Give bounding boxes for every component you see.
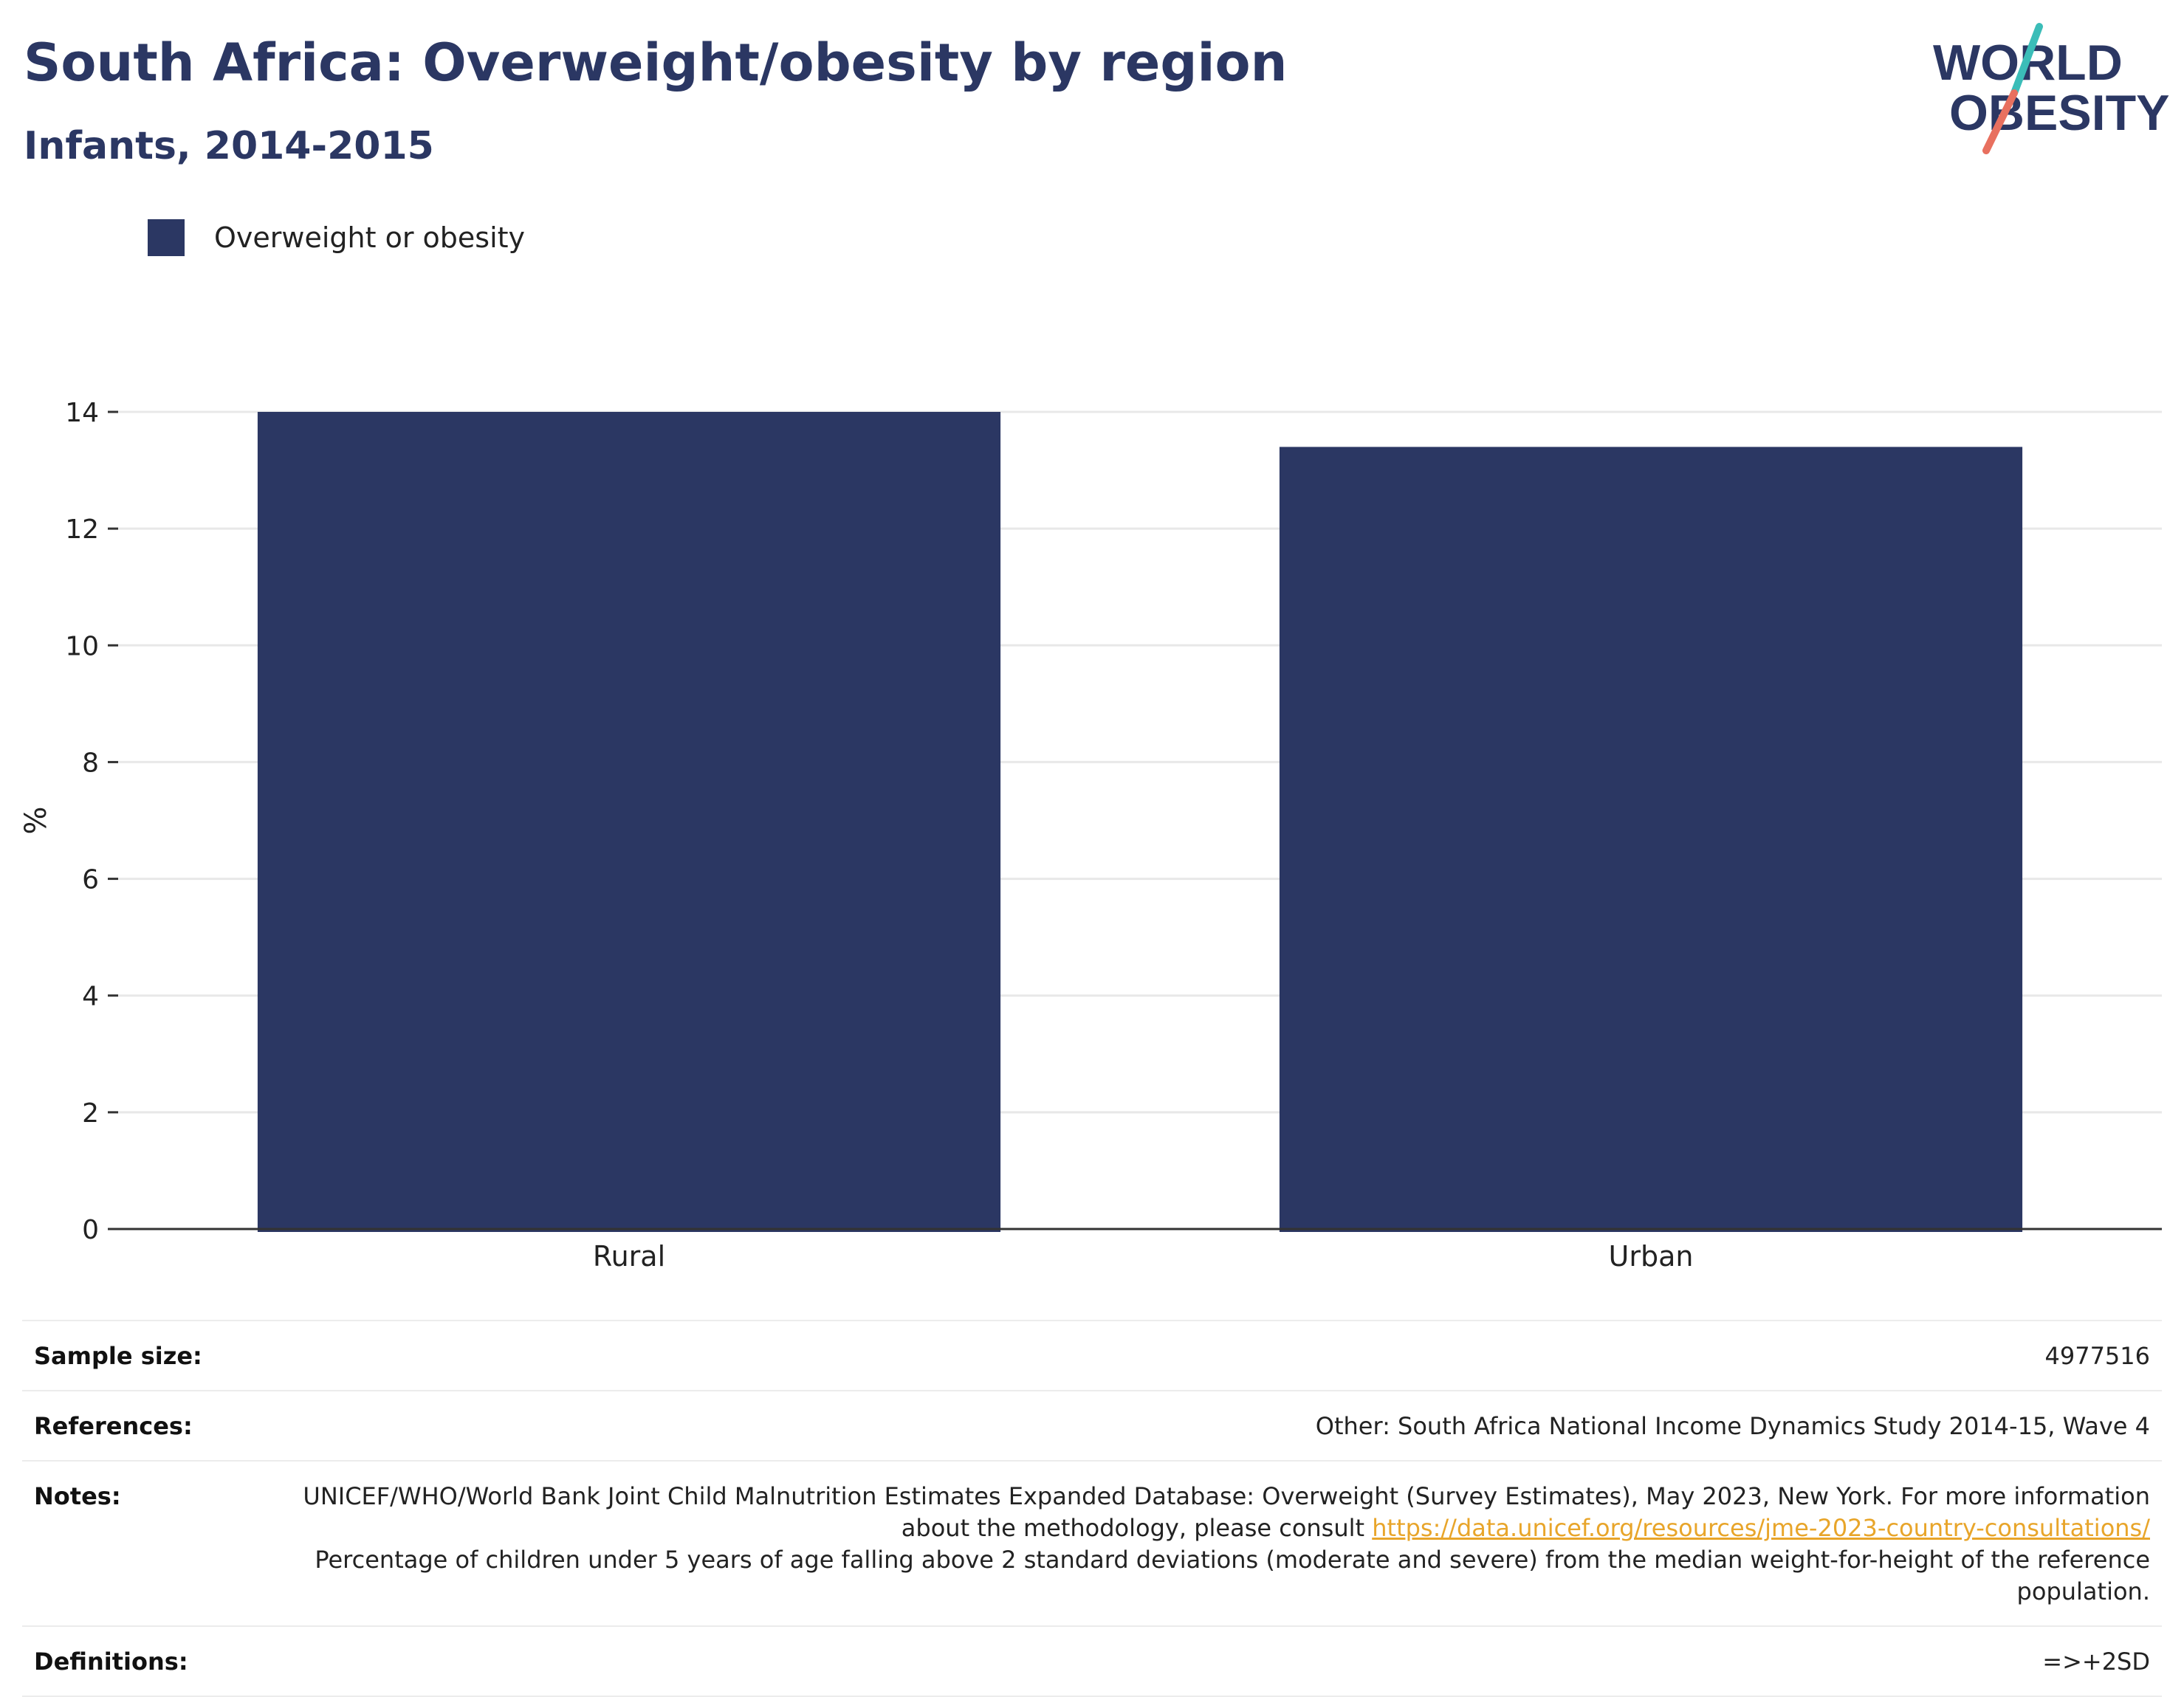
logo-slash-coral bbox=[1982, 89, 2018, 154]
legend-swatch bbox=[148, 219, 185, 256]
references-value: Other: South Africa National Income Dyna… bbox=[1315, 1412, 2150, 1440]
chart-title: South Africa: Overweight/obesity by regi… bbox=[24, 32, 1288, 93]
logo-slash-teal bbox=[2010, 23, 2043, 97]
notes-value: UNICEF/WHO/World Bank Joint Child Malnut… bbox=[260, 1481, 2150, 1608]
bar-rural bbox=[257, 412, 1001, 1232]
y-tick-label: 0 bbox=[82, 1215, 99, 1245]
y-tick-label: 8 bbox=[82, 748, 99, 778]
notes-label: Notes: bbox=[34, 1482, 121, 1510]
x-tick-label: Urban bbox=[1609, 1240, 1694, 1273]
logo-line2: OBESITY bbox=[1949, 85, 2170, 141]
chart-subtitle: Infants, 2014-2015 bbox=[24, 124, 434, 168]
notes-row: Notes: UNICEF/WHO/World Bank Joint Child… bbox=[22, 1460, 2162, 1625]
y-tick-label: 12 bbox=[65, 514, 99, 545]
sample-size-label: Sample size: bbox=[34, 1342, 202, 1370]
sample-size-value: 4977516 bbox=[2044, 1342, 2150, 1370]
notes-text-2: Percentage of children under 5 years of … bbox=[315, 1546, 2150, 1605]
definitions-label: Definitions: bbox=[34, 1648, 188, 1676]
bar-urban bbox=[1279, 447, 2023, 1232]
notes-link[interactable]: https://data.unicef.org/resources/jme-20… bbox=[1372, 1514, 2150, 1542]
legend-label: Overweight or obesity bbox=[214, 221, 526, 254]
bar-chart: 0 2 4 6 8 10 12 14% Rural Urban bbox=[19, 398, 2162, 1273]
sample-size-row: Sample size: 4977516 bbox=[22, 1320, 2162, 1390]
y-tick-label: 10 bbox=[65, 631, 99, 661]
y-tick-label: 2 bbox=[82, 1098, 99, 1129]
y-tick-label: 4 bbox=[82, 982, 99, 1012]
references-row: References: Other: South Africa National… bbox=[22, 1390, 2162, 1460]
y-axis-label: % bbox=[19, 806, 53, 834]
legend[interactable]: Overweight or obesity bbox=[148, 218, 525, 257]
notes-text: UNICEF/WHO/World Bank Joint Child Malnut… bbox=[303, 1482, 2150, 1542]
definitions-value: =>+2SD bbox=[2042, 1648, 2150, 1676]
x-tick-label: Rural bbox=[593, 1240, 665, 1273]
references-label: References: bbox=[34, 1412, 193, 1440]
y-tick-label: 6 bbox=[82, 865, 99, 895]
y-tick-label: 14 bbox=[65, 398, 99, 428]
info-table: Sample size: 4977516 References: Other: … bbox=[22, 1320, 2162, 1697]
definitions-row: Definitions: =>+2SD bbox=[22, 1625, 2162, 1697]
world-obesity-logo: WORLD OBESITY bbox=[1933, 23, 2170, 154]
